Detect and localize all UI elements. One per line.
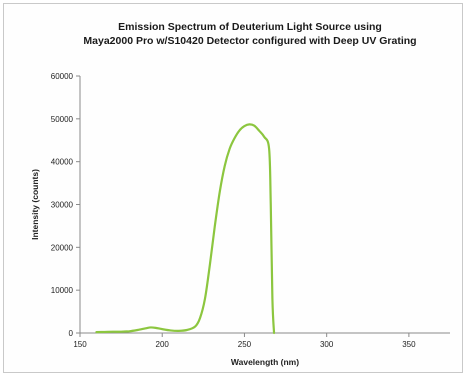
- y-tick-label: 40000: [51, 158, 74, 167]
- y-tick-label: 10000: [51, 286, 74, 295]
- y-tick-label: 60000: [51, 72, 74, 81]
- x-tick-label: 300: [320, 340, 334, 349]
- series-line-1: [95, 123, 276, 335]
- x-tick-label: 200: [156, 340, 170, 349]
- chart-axes: [79, 76, 450, 334]
- y-axis-label: Intensity (counts): [30, 169, 40, 240]
- x-tick-label: 250: [238, 340, 252, 349]
- chart-series: [95, 123, 276, 335]
- x-axis-label: Wavelength (nm): [231, 357, 299, 367]
- x-tick-label: 350: [402, 340, 416, 349]
- y-tick-label: 50000: [51, 115, 74, 124]
- chart-ticks: 0 10000 20000 30000 40000 50000 60000 150 200 250…: [51, 72, 416, 349]
- chart-title-line-1: Emission Spectrum of Deuterium Light Sou…: [118, 21, 382, 33]
- chart-title: Emission Spectrum of Deuterium Light Sou…: [50, 20, 450, 48]
- x-tick-label: 150: [73, 340, 87, 349]
- y-tick-label: 30000: [51, 201, 74, 210]
- y-tick-label: 0: [69, 329, 74, 338]
- y-tick-label: 20000: [51, 243, 74, 252]
- chart-title-line-2: Maya2000 Pro w/S10420 Detector configure…: [83, 35, 417, 47]
